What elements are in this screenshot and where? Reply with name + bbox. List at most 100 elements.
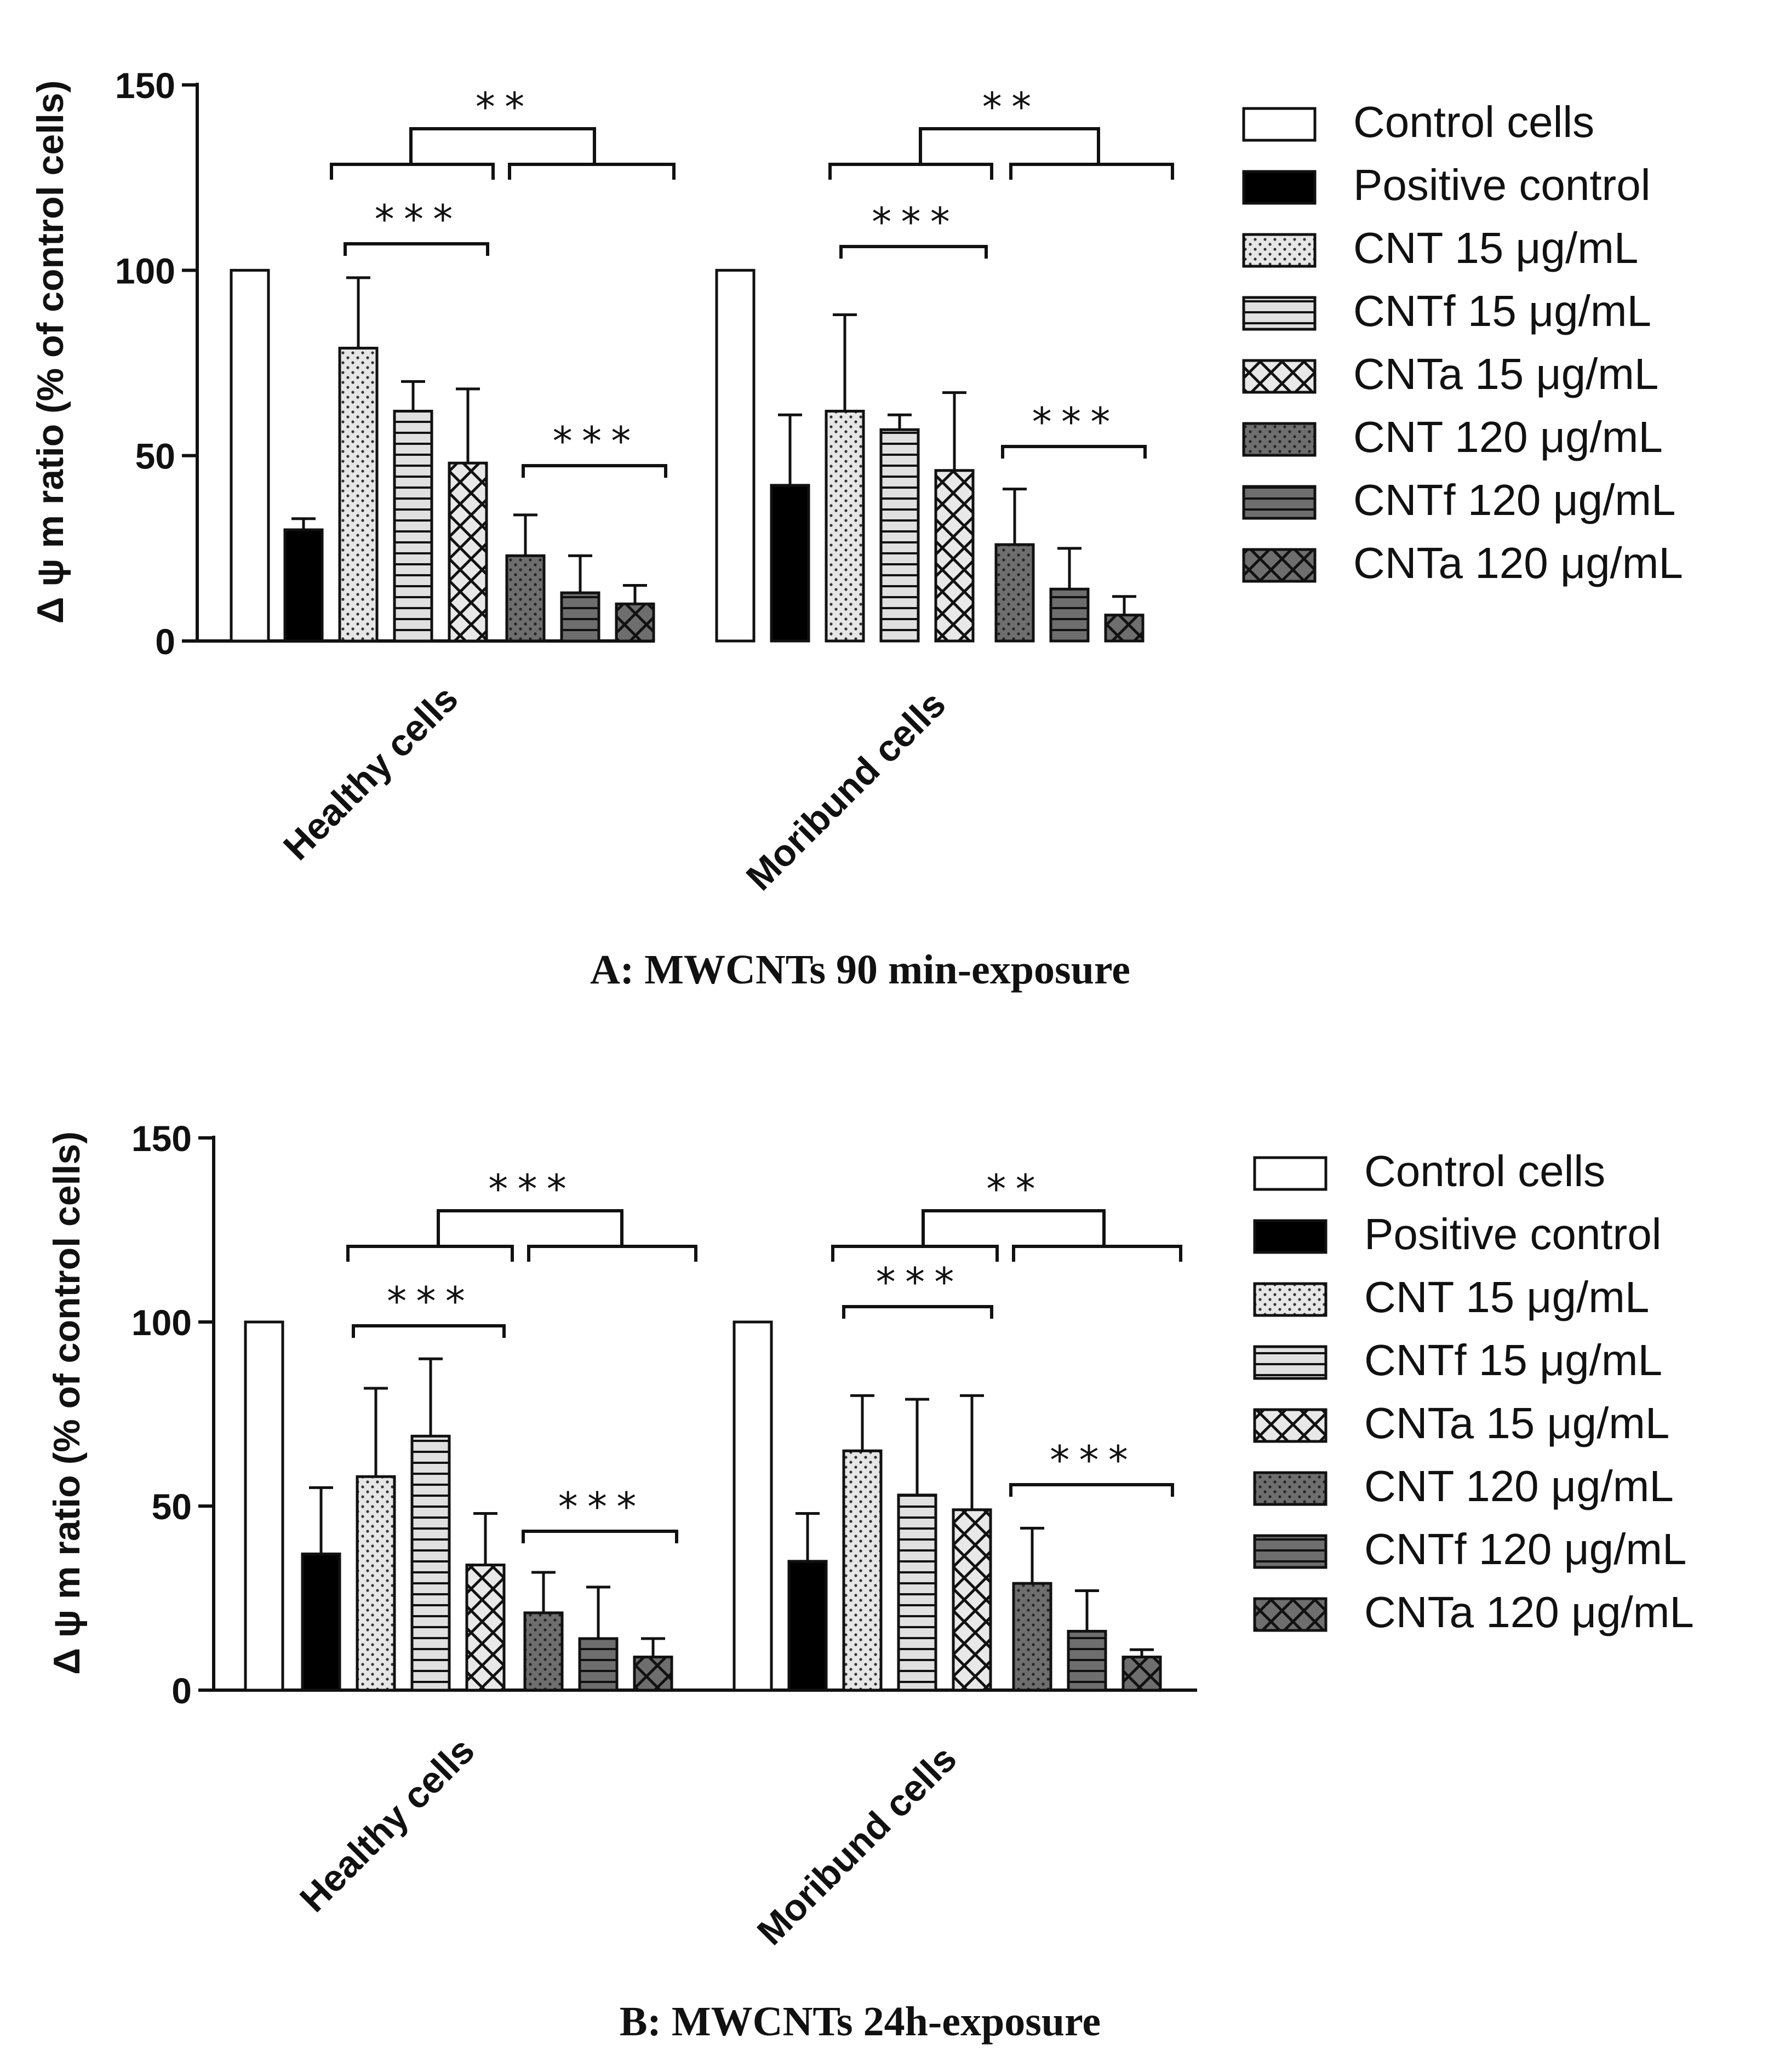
bar-positive-control-moribund-cells — [787, 1560, 828, 1692]
significance-bracket — [508, 163, 676, 180]
significance-label: *** — [556, 1484, 644, 1530]
bar-cnt-120-g-ml-moribund-cells — [994, 543, 1035, 643]
significance-bracket — [828, 163, 993, 180]
legend-label: CNT 15 μg/mL — [1353, 224, 1638, 272]
y-tick-label: 100 — [115, 250, 175, 291]
legend-swatch-cntf-15-g-ml — [1253, 1345, 1327, 1380]
significance-label: *** — [874, 1259, 962, 1305]
bar-cnta-120-g-ml-moribund-cells — [1121, 1656, 1162, 1692]
legend-label: Positive control — [1364, 1210, 1661, 1258]
significance-label: ** — [473, 84, 532, 130]
bar-cntf-120-g-ml-moribund-cells — [1049, 587, 1090, 643]
bar-cnt-15-g-ml-healthy-cells — [356, 1475, 396, 1692]
significance-label: *** — [1048, 1437, 1135, 1483]
bar-cnt-120-g-ml-moribund-cells — [1012, 1582, 1052, 1692]
bar-cnta-120-g-ml-healthy-cells — [633, 1656, 673, 1692]
y-tick-label: 100 — [131, 1302, 192, 1343]
y-axis-label: Δ ψ m ratio (% of control cells) — [30, 81, 71, 624]
legend-swatch-cnt-15-g-ml — [1253, 1282, 1327, 1317]
y-tick-label: 150 — [115, 65, 175, 106]
significance-bracket — [522, 1530, 678, 1543]
bar-cntf-15-g-ml-moribund-cells — [897, 1493, 937, 1692]
significance-bracket — [1012, 1245, 1182, 1262]
significance-label: *** — [869, 199, 957, 245]
bar-cnt-120-g-ml-healthy-cells — [523, 1611, 564, 1692]
legend-swatch-positive-control — [1242, 170, 1317, 205]
x-category-label: Moribund cells — [749, 1738, 965, 1953]
legend-label: CNTa 120 μg/mL — [1353, 539, 1683, 587]
panel-caption: A: MWCNTs 90 min-exposure — [590, 947, 1130, 993]
y-tick-label: 150 — [131, 1118, 192, 1159]
panel-b: 0 50 100 150 Δ ψ m ratio (% of control cells… — [46, 1118, 1694, 2045]
significance-label: *** — [373, 196, 460, 242]
panel-caption: B: MWCNTs 24h-exposure — [620, 1999, 1101, 2045]
significance-bracket-top — [919, 127, 1100, 164]
bar-positive-control-healthy-cells — [301, 1552, 341, 1692]
x-category-label: Healthy cells — [292, 1730, 483, 1920]
significance-label: ** — [985, 1166, 1043, 1212]
significance-label: *** — [1030, 399, 1118, 445]
bar-cntf-120-g-ml-healthy-cells — [560, 591, 600, 643]
y-axis-label: Δ ψ m ratio (% of control cells) — [46, 1131, 88, 1675]
bar-cnta-15-g-ml-moribund-cells — [952, 1508, 992, 1692]
legend-swatch-cntf-15-g-ml — [1242, 296, 1317, 331]
significance-bracket — [842, 1305, 993, 1319]
bar-cnta-120-g-ml-moribund-cells — [1104, 614, 1145, 643]
bar-control-cells-moribund-cells — [715, 268, 756, 643]
significance-label: *** — [551, 418, 638, 464]
bar-cnt-15-g-ml-healthy-cells — [338, 346, 379, 643]
legend-swatch-cnta-120-g-ml — [1242, 548, 1317, 583]
significance-bracket-top — [409, 127, 596, 164]
legend-swatch-cnta-15-g-ml — [1253, 1408, 1327, 1443]
legend-swatch-cntf-120-g-ml — [1253, 1534, 1327, 1569]
legend-label: Control cells — [1364, 1147, 1605, 1195]
significance-bracket — [330, 163, 495, 180]
y-tick-label: 0 — [171, 1670, 192, 1711]
bar-control-cells-healthy-cells — [230, 268, 270, 643]
significance-bracket — [1001, 445, 1147, 459]
legend-label: CNTf 120 μg/mL — [1364, 1525, 1687, 1573]
legend-swatch-cnta-15-g-ml — [1242, 359, 1317, 394]
bar-cnta-15-g-ml-healthy-cells — [448, 461, 488, 643]
legend-label: CNTa 120 μg/mL — [1364, 1588, 1694, 1636]
bar-cnt-120-g-ml-healthy-cells — [505, 554, 546, 643]
significance-label: *** — [385, 1278, 472, 1324]
legend-swatch-control-cells — [1253, 1156, 1327, 1191]
legend-swatch-cnt-15-g-ml — [1242, 233, 1317, 268]
bar-cntf-15-g-ml-healthy-cells — [393, 409, 433, 643]
legend-label: CNTf 15 μg/mL — [1364, 1336, 1662, 1384]
bar-cntf-15-g-ml-moribund-cells — [879, 428, 920, 643]
legend-label: CNTa 15 μg/mL — [1353, 350, 1658, 398]
legend-swatch-positive-control — [1253, 1219, 1327, 1254]
legend-label: Control cells — [1353, 98, 1594, 146]
significance-bracket — [831, 1245, 999, 1262]
x-category-label: Healthy cells — [276, 678, 466, 868]
bar-cntf-15-g-ml-healthy-cells — [410, 1434, 451, 1692]
legend-label: CNTa 15 μg/mL — [1364, 1399, 1669, 1447]
legend-swatch-cnt-120-g-ml — [1253, 1471, 1327, 1506]
significance-bracket — [344, 242, 489, 256]
legend-label: CNTf 15 μg/mL — [1353, 287, 1651, 335]
bar-control-cells-healthy-cells — [244, 1320, 284, 1692]
legend-swatch-cnt-120-g-ml — [1242, 422, 1317, 457]
significance-bracket — [1009, 163, 1174, 180]
bar-positive-control-moribund-cells — [770, 484, 810, 643]
panel-a: 0 50 100 150 Δ ψ m ratio (% of control cells… — [30, 65, 1683, 993]
bar-cnta-15-g-ml-healthy-cells — [465, 1564, 506, 1692]
y-tick-label: 50 — [135, 436, 175, 477]
legend-swatch-control-cells — [1242, 107, 1317, 142]
significance-bracket — [1009, 1483, 1174, 1497]
bar-cnta-15-g-ml-moribund-cells — [934, 469, 975, 643]
bar-cnt-15-g-ml-moribund-cells — [825, 409, 865, 643]
y-tick-label: 0 — [155, 621, 175, 662]
significance-bracket-top — [437, 1209, 623, 1246]
legend-label: Positive control — [1353, 161, 1650, 209]
legend-swatch-cnta-120-g-ml — [1253, 1597, 1327, 1632]
legend-label: CNT 120 μg/mL — [1364, 1462, 1674, 1510]
bar-cntf-120-g-ml-healthy-cells — [578, 1637, 619, 1692]
legend-label: CNT 120 μg/mL — [1353, 413, 1663, 461]
x-category-label: Moribund cells — [739, 683, 954, 898]
legend-label: CNT 15 μg/mL — [1364, 1273, 1649, 1321]
bar-positive-control-healthy-cells — [283, 528, 324, 643]
